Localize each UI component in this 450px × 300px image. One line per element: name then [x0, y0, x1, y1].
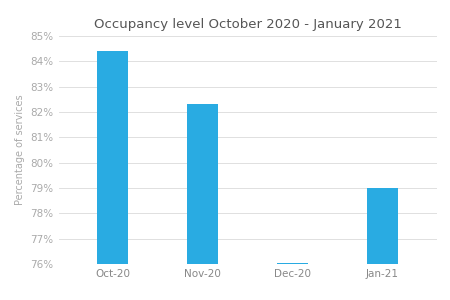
- Bar: [97, 51, 128, 264]
- Y-axis label: Percentage of services: Percentage of services: [15, 95, 25, 205]
- Bar: [367, 188, 398, 264]
- Title: Occupancy level October 2020 - January 2021: Occupancy level October 2020 - January 2…: [94, 18, 401, 31]
- Bar: [277, 263, 308, 264]
- Bar: [187, 104, 218, 264]
